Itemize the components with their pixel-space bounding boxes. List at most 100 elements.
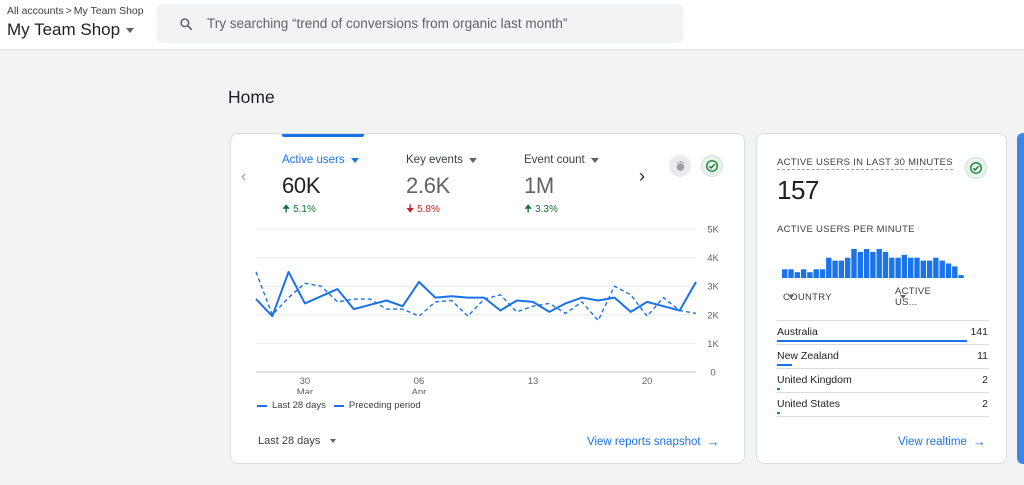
check-circle-icon[interactable]: [965, 157, 987, 179]
dropdown-arrow-icon: [788, 295, 794, 299]
realtime-subtitle: ACTIVE USERS PER MINUTE: [777, 224, 915, 235]
per-minute-bar-chart: [782, 249, 964, 278]
metric-change: 🠉 3.3%: [524, 204, 558, 215]
per-minute-bar: [851, 249, 857, 278]
metric-label: Event count: [524, 154, 585, 166]
x-tick-label: 30: [300, 376, 311, 387]
realtime-card: ACTIVE USERS IN LAST 30 MINUTES 157 ACTI…: [756, 133, 1007, 464]
per-minute-bar: [889, 257, 895, 278]
metric-change: 🠋 5.8%: [406, 204, 440, 215]
arrow-right-icon: →: [706, 434, 720, 449]
arrow-down-icon: 🠋: [406, 204, 415, 215]
link-label: View realtime: [898, 435, 967, 448]
per-minute-bar: [794, 272, 800, 278]
country-value: 141: [970, 326, 988, 338]
dropdown-arrow-icon: [350, 157, 359, 163]
metric-value: 2.6K: [406, 173, 451, 198]
country-value: 2: [982, 398, 988, 410]
metric-value: 1M: [524, 173, 554, 198]
legend-current: Last 28 days: [272, 400, 326, 411]
country-share-bar: [777, 364, 792, 366]
link-label: View reports snapshot: [587, 435, 701, 448]
search-bar[interactable]: [157, 4, 683, 43]
per-minute-bar: [876, 249, 882, 278]
check-circle-icon[interactable]: [701, 155, 723, 177]
page-title: Home: [228, 87, 275, 107]
breadcrumb-item[interactable]: My Team Shop: [73, 5, 144, 17]
metric-tab-active-users[interactable]: Active users 60K 🠉 5.1%: [282, 154, 359, 219]
dropdown-arrow-icon: [900, 295, 906, 299]
per-minute-bar: [882, 251, 889, 278]
insights-icon[interactable]: [669, 155, 691, 177]
chevron-right-icon[interactable]: ›: [639, 166, 645, 186]
per-minute-bar: [838, 260, 845, 278]
metric-label: Active users: [282, 154, 345, 166]
series-line-current: [255, 270, 697, 318]
per-minute-bar: [952, 266, 958, 278]
country-row[interactable]: Australia 141: [777, 321, 989, 345]
dropdown-arrow-icon: [126, 27, 135, 33]
dropdown-arrow-icon: [468, 157, 477, 163]
series-line-previous: [255, 271, 697, 322]
arrow-up-icon: 🠉: [524, 204, 533, 215]
country-name: United States: [777, 398, 841, 410]
per-minute-bar: [857, 251, 863, 278]
per-minute-bar: [926, 260, 933, 278]
chevron-left-icon[interactable]: ‹: [241, 168, 247, 185]
active-tab-indicator: [282, 134, 364, 137]
dropdown-arrow-icon: [590, 157, 599, 163]
legend-solid-swatch: [257, 404, 267, 407]
country-share-bar: [777, 340, 968, 342]
per-minute-bar: [895, 257, 901, 278]
y-tick-label: 1K: [707, 339, 719, 350]
country-row[interactable]: New Zealand 11: [777, 345, 989, 369]
country-name: United Kingdom: [777, 374, 852, 386]
per-minute-bar: [800, 269, 807, 278]
per-minute-bar: [958, 275, 964, 278]
x-tick-month-label: Mar: [297, 387, 313, 394]
property-selector[interactable]: My Team Shop: [7, 20, 135, 40]
per-minute-bar: [945, 263, 952, 278]
per-minute-bar: [870, 251, 876, 278]
per-minute-bar: [813, 269, 819, 278]
per-minute-bar: [826, 257, 832, 278]
country-value: 2: [982, 374, 988, 386]
country-value: 11: [977, 350, 988, 362]
per-minute-bar: [933, 257, 939, 278]
view-reports-snapshot-link[interactable]: View reports snapshot →: [587, 434, 720, 449]
next-card-edge[interactable]: [1017, 133, 1024, 464]
date-range-select[interactable]: Last 28 days: [258, 435, 337, 447]
per-minute-bar: [908, 257, 914, 278]
dropdown-arrow-icon: [330, 439, 337, 443]
per-minute-bar: [920, 260, 926, 278]
country-row[interactable]: United Kingdom 2: [777, 369, 989, 393]
metric-tab-key-events[interactable]: Key events 2.6K 🠋 5.8%: [406, 154, 477, 219]
per-minute-bar: [901, 254, 908, 278]
per-minute-bar: [845, 257, 851, 278]
breadcrumb: All accounts > My Team Shop: [7, 5, 144, 17]
metric-change: 🠉 5.1%: [282, 204, 316, 215]
metric-tab-event-count[interactable]: Event count 1M 🠉 3.3%: [524, 154, 599, 219]
search-input[interactable]: [207, 16, 657, 31]
metric-label: Key events: [406, 154, 463, 166]
per-minute-bar: [939, 260, 945, 278]
breadcrumb-separator: >: [65, 5, 72, 17]
realtime-title: ACTIVE USERS IN LAST 30 MINUTES: [777, 157, 953, 170]
per-minute-bar: [863, 249, 870, 278]
metric-value: 60K: [282, 173, 321, 198]
country-share-bar: [777, 388, 780, 390]
view-realtime-link[interactable]: View realtime →: [898, 434, 986, 449]
legend-previous: Preceding period: [348, 400, 421, 411]
country-row[interactable]: United States 2: [777, 393, 989, 417]
top-bar: All accounts > My Team Shop My Team Shop: [0, 0, 1024, 50]
country-table: Australia 141 New Zealand 11 United Kingdom 2…: [777, 320, 989, 417]
per-minute-bar: [807, 272, 813, 278]
y-tick-label: 5K: [707, 225, 719, 236]
country-name: New Zealand: [777, 350, 839, 362]
country-share-bar: [777, 412, 780, 414]
breadcrumb-item[interactable]: All accounts: [7, 5, 64, 17]
date-range-label: Last 28 days: [258, 435, 321, 447]
y-tick-label: 3K: [707, 282, 719, 293]
y-tick-label: 4K: [707, 253, 719, 264]
